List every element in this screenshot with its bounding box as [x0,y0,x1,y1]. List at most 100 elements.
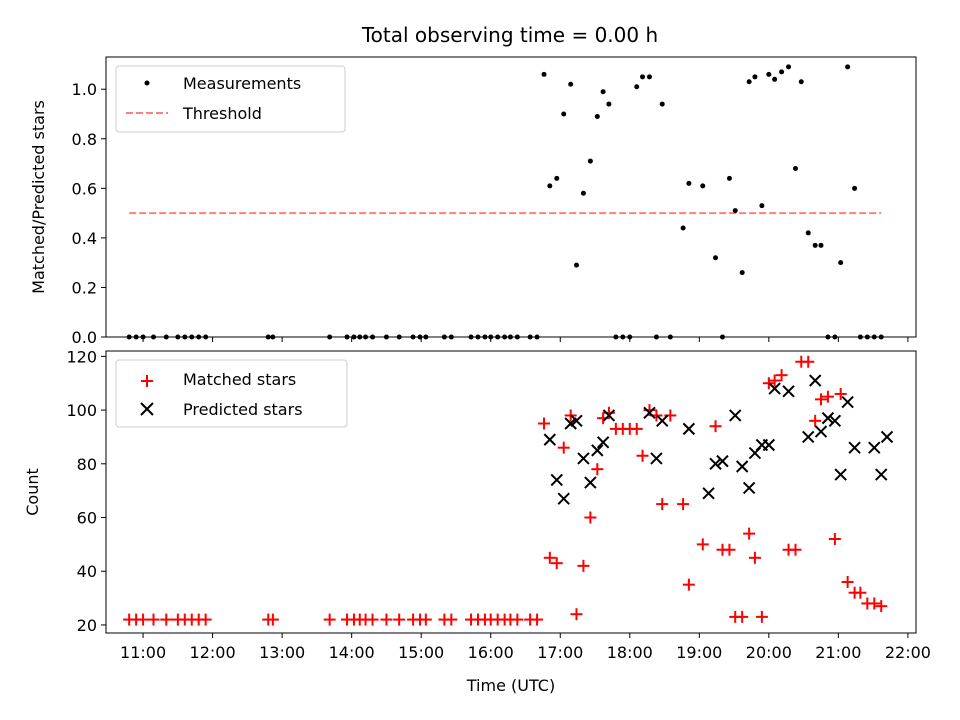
bottom-y-tick-label: 40 [77,562,97,581]
top-axes-frame [105,56,917,338]
legend-label-measurements: Measurements [183,74,301,93]
matched-star-point [366,613,379,626]
matched-star-point [834,387,847,400]
matched-star-point [564,409,577,422]
measurement-point [547,183,553,189]
measurement-point [587,158,593,164]
matched-star-point [723,543,736,556]
bottom-legend: Matched stars Predicted stars [115,359,348,428]
chart-title: Total observing time = 0.00 h [361,23,658,47]
predicted-star-point [596,436,610,449]
matched-star-point [199,613,212,626]
top-y-tick-label: 0.2 [72,278,97,297]
legend-marker-predicted-stars [140,402,154,416]
measurement-point [739,270,745,276]
legend-label-matched-stars: Matched stars [183,370,296,389]
matched-star-point [570,608,583,621]
bottom-y-axis-label: Count [23,468,42,516]
bottom-y-tick-label: 100 [66,401,97,420]
predicted-star-point [868,441,881,454]
predicted-star-point [716,454,729,468]
measurement-point [838,260,844,266]
predicted-star-point [841,395,854,409]
measurement-point [568,81,574,87]
measurement-point [713,255,719,261]
predicted-star-point [682,422,696,436]
predicted-star-point [828,414,842,428]
matched-star-point [531,613,544,626]
matched-star-point [696,538,709,551]
matched-star-point [538,417,551,430]
measurement-point [573,262,579,268]
matched-star-point [664,409,677,422]
measurement-point [759,203,765,209]
measurement-point [798,79,804,85]
matched-star-point [591,463,604,476]
matched-star-point [602,406,615,419]
predicted-star-point [762,438,776,452]
predicted-star-point [814,425,828,438]
measurement-point [845,64,851,70]
matched-star-point [511,613,524,626]
x-tick-label: 22:00 [885,643,931,662]
matched-star-point [656,498,669,511]
predicted-star-point [735,460,749,473]
measurement-point [634,84,640,90]
predicted-star-point [848,441,861,454]
matched-star-point [682,578,695,591]
matched-star-point [147,613,160,626]
x-tick-label: 14:00 [329,643,375,662]
x-tick-label: 18:00 [607,643,653,662]
matched-star-point [748,551,761,564]
matched-star-point [380,613,393,626]
x-tick-label: 19:00 [676,643,722,662]
measurement-point [786,64,792,70]
measurement-point [600,89,606,95]
x-tick-label: 16:00 [468,643,514,662]
top-y-tick-label: 0.4 [72,229,97,248]
predicted-star-point [802,430,815,444]
x-axis-label: Time (UTC) [466,676,555,695]
bottom-y-tick-label: 60 [77,509,97,528]
matched-star-point [323,613,336,626]
measurement-point [732,208,738,214]
bottom-panel: 20 40 60 80 100 120 11:00 12:00 13:00 14:00 15:00… [23,347,931,695]
predicted-star-point [656,414,669,428]
measurement-point [700,183,706,189]
legend-label-threshold: Threshold [182,104,262,123]
matched-star-point [828,533,841,545]
matched-star-point [584,511,597,524]
measurement-point [772,76,778,82]
predicted-star-point [702,487,715,500]
predicted-star-point [880,430,894,444]
predicted-star-point [543,433,557,446]
measurement-point [746,79,752,85]
measurement-point [818,242,824,248]
predicted-star-point [570,414,583,428]
matched-star-point [854,586,867,599]
predicted-star-point [782,385,795,398]
matched-star-point [789,543,802,556]
measurement-point [594,113,600,119]
predicted-star-point [577,452,590,465]
measurement-point [580,190,586,196]
measurement-point [541,71,547,77]
top-x-ticks [142,337,909,342]
bottom-y-tick-label: 120 [66,347,97,366]
measurement-point [659,101,665,107]
bottom-y-ticks: 20 40 60 80 100 120 [66,347,106,635]
bottom-x-ticks: 11:00 12:00 13:00 14:00 15:00 16:00 17:00 18:00… [120,633,931,662]
measurement-point [606,101,612,107]
matched-star-point [419,613,432,626]
x-tick-label: 12:00 [190,643,236,662]
matched-star-point [709,420,722,433]
predicted-star-point [821,411,835,425]
measurement-point [561,111,567,117]
matched-star-point [266,613,279,626]
top-y-tick-label: 0.6 [72,179,97,198]
matched-star-point [868,597,881,610]
x-tick-label: 15:00 [398,643,444,662]
measurement-point [779,69,785,75]
top-panel: 0.0 0.2 0.4 0.6 0.8 1.0 Matched/Predicted sta… [29,56,917,347]
measurement-point [554,175,560,181]
